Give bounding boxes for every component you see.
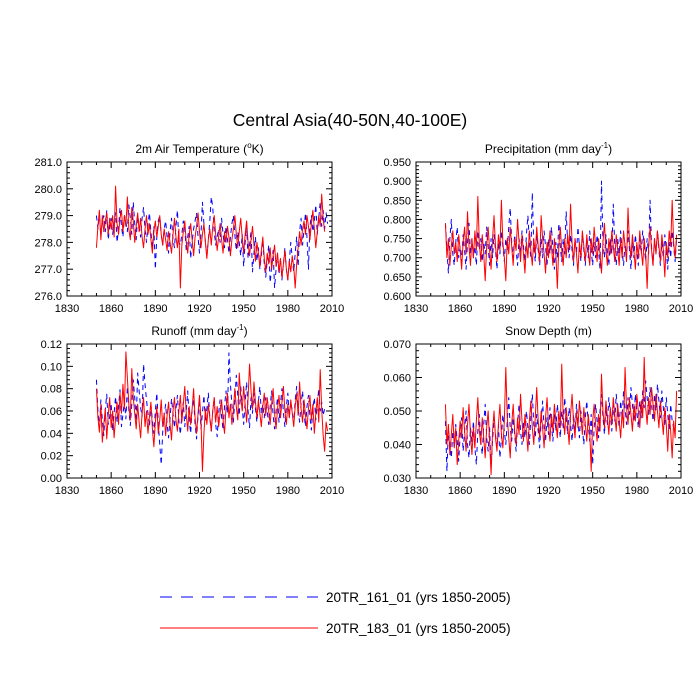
y-tick-label: 0.950 — [383, 157, 411, 169]
y-tick-label: 0.850 — [383, 195, 411, 207]
y-tick-label: 0.650 — [383, 272, 411, 284]
x-tick-label: 1860 — [99, 485, 123, 497]
legend-label-0: 20TR_161_01 (yrs 1850-2005) — [326, 590, 511, 605]
x-tick-label: 1920 — [187, 485, 211, 497]
y-tick-label: 0.750 — [383, 234, 411, 246]
x-tick-label: 1920 — [536, 303, 560, 315]
y-tick-label: 0.050 — [383, 406, 411, 418]
y-tick-label: 0.02 — [41, 451, 62, 463]
y-tick-label: 0.040 — [383, 440, 411, 452]
y-tick-label: 0.00 — [41, 473, 62, 485]
panel-1: 1830 1860 1890 1920 1950 1980 2010 0.600 0.650 0.… — [383, 141, 693, 315]
x-tick-label: 1860 — [448, 303, 472, 315]
panel-title: Runoff (mm day-1) — [151, 323, 247, 338]
y-tick-label: 279.0 — [34, 211, 62, 223]
y-tick-label: 0.08 — [41, 384, 62, 396]
y-tick-label: 278.0 — [34, 237, 62, 249]
panel-3: 1830 1860 1890 1920 1950 1980 2010 0.030 0.040 0.… — [383, 324, 693, 497]
series-line-20tr-183-01 — [444, 356, 678, 476]
x-tick-label: 1950 — [231, 485, 255, 497]
y-tick-label: 277.0 — [34, 264, 62, 276]
panels: 1830 1860 1890 1920 1950 1980 2010 276.0 277.0 27… — [34, 141, 693, 497]
y-tick-label: 0.070 — [383, 339, 411, 351]
y-tick-label: 281.0 — [34, 157, 62, 169]
x-tick-label: 2010 — [320, 303, 344, 315]
x-tick-label: 1950 — [580, 303, 604, 315]
x-tick-label: 1950 — [231, 303, 255, 315]
x-tick-label: 1890 — [143, 303, 167, 315]
x-tick-label: 1860 — [99, 303, 123, 315]
panel-title: 2m Air Temperature (oK) — [135, 141, 263, 156]
series-line-20tr-183-01 — [444, 195, 678, 289]
series-line-20tr-161-01 — [444, 180, 678, 274]
panel-0: 1830 1860 1890 1920 1950 1980 2010 276.0 277.0 27… — [34, 141, 344, 315]
y-tick-label: 0.900 — [383, 176, 411, 188]
x-tick-label: 1980 — [276, 303, 300, 315]
x-tick-label: 1890 — [492, 303, 516, 315]
panel-title-main: Snow Depth (m) — [505, 324, 592, 338]
panel-title-tail: ) — [244, 324, 248, 338]
x-tick-label: 1830 — [55, 303, 79, 315]
y-tick-label: 0.800 — [383, 214, 411, 226]
panel-title-sup: o — [247, 141, 252, 150]
y-tick-label: 0.600 — [383, 291, 411, 303]
x-tick-label: 1920 — [536, 485, 560, 497]
panel-title-sup: -1 — [601, 141, 609, 150]
y-tick-label: 0.12 — [41, 339, 62, 351]
x-tick-label: 1890 — [492, 485, 516, 497]
y-tick-label: 0.700 — [383, 253, 411, 265]
x-tick-label: 1980 — [276, 485, 300, 497]
panel-title-tail: ) — [608, 142, 612, 156]
x-tick-label: 1860 — [448, 485, 472, 497]
y-tick-label: 276.0 — [34, 291, 62, 303]
panel-title-sup: -1 — [237, 323, 245, 332]
x-tick-label: 1830 — [404, 485, 428, 497]
x-tick-label: 1830 — [404, 303, 428, 315]
y-tick-label: 280.0 — [34, 184, 62, 196]
panel-title: Snow Depth (m) — [505, 324, 592, 338]
x-tick-label: 1890 — [143, 485, 167, 497]
legend-label-1: 20TR_183_01 (yrs 1850-2005) — [326, 621, 511, 636]
panel-title-main: 2m Air Temperature ( — [135, 142, 247, 156]
panel-title-tail: K) — [252, 142, 264, 156]
series-line-20tr-161-01 — [95, 196, 329, 289]
x-tick-label: 2010 — [669, 303, 693, 315]
legend: 20TR_161_01 (yrs 1850-2005) 20TR_183_01 … — [160, 590, 511, 636]
y-tick-label: 0.10 — [41, 361, 62, 373]
x-tick-label: 1830 — [55, 485, 79, 497]
series-line-20tr-183-01 — [95, 185, 326, 289]
figure-title: Central Asia(40-50N,40-100E) — [233, 110, 467, 130]
panel-title-main: Runoff (mm day — [151, 324, 236, 338]
y-tick-label: 0.04 — [41, 428, 62, 440]
y-tick-label: 0.060 — [383, 373, 411, 385]
x-tick-label: 2010 — [320, 485, 344, 497]
panel-title: Precipitation (mm day-1) — [485, 141, 612, 156]
x-tick-label: 1980 — [625, 485, 649, 497]
panel-2: 1830 1860 1890 1920 1950 1980 2010 0.00 0.02 0.04… — [41, 323, 345, 497]
y-tick-label: 0.030 — [383, 473, 411, 485]
y-tick-label: 0.06 — [41, 406, 62, 418]
x-tick-label: 1980 — [625, 303, 649, 315]
x-tick-label: 1920 — [187, 303, 211, 315]
series-line-20tr-183-01 — [95, 351, 329, 472]
panel-title-main: Precipitation (mm day — [485, 142, 601, 156]
x-tick-label: 2010 — [669, 485, 693, 497]
x-tick-label: 1950 — [580, 485, 604, 497]
